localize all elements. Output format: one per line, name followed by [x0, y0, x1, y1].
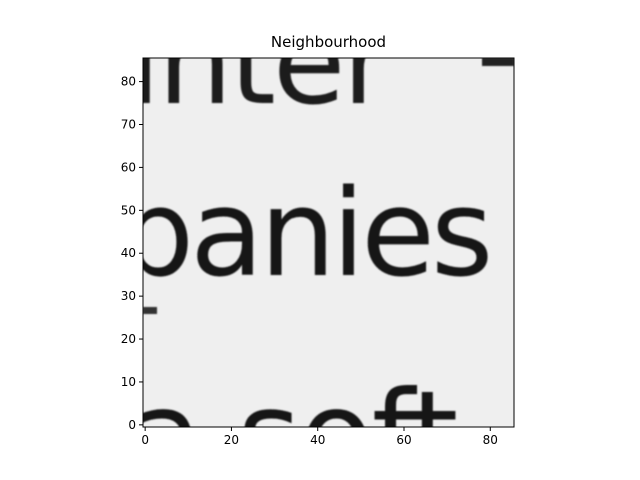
y-tick-label: 20: [121, 332, 136, 346]
y-tick-label: 80: [121, 75, 136, 89]
x-tick-label: 0: [141, 433, 149, 447]
image-speckle: [143, 307, 157, 314]
x-tick-label: 80: [483, 433, 498, 447]
x-tick-label: 60: [396, 433, 411, 447]
image-text-line-1: inter: [128, 0, 391, 131]
y-axis: 0 10 20 30 40 50 60 70 80: [121, 75, 143, 432]
y-tick-label: 30: [121, 289, 136, 303]
x-tick-label: 40: [310, 433, 325, 447]
y-tick-label: 0: [128, 418, 136, 432]
image-text-line-2: panies: [118, 165, 489, 304]
x-axis: 0 20 40 60 80: [141, 427, 498, 447]
y-tick-label: 50: [121, 203, 136, 217]
image-ink-corner: [482, 58, 514, 66]
image-text-line-3: a soft: [128, 365, 456, 480]
y-tick-label: 60: [121, 160, 136, 174]
y-tick-label: 70: [121, 118, 136, 132]
y-tick-label: 10: [121, 375, 136, 389]
y-tick-label: 40: [121, 246, 136, 260]
x-tick-label: 20: [224, 433, 239, 447]
